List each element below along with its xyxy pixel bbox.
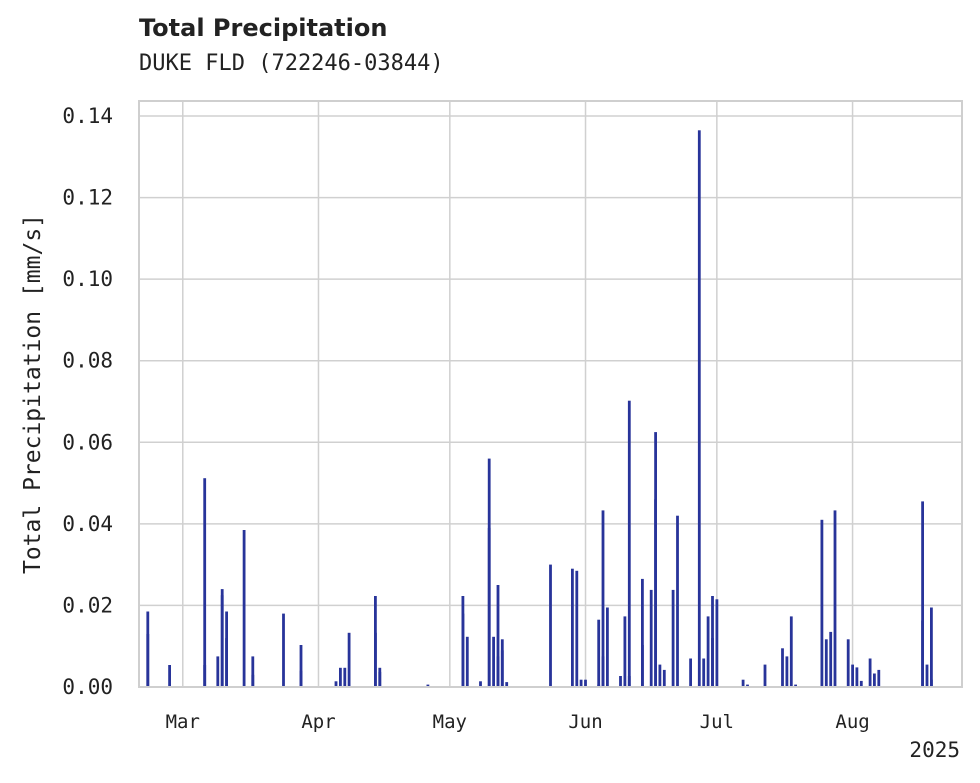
precip-bar bbox=[220, 589, 224, 687]
precip-bar bbox=[741, 679, 745, 687]
precip-bar bbox=[746, 684, 749, 687]
x-tick-label: Jun bbox=[568, 711, 602, 733]
precip-bar bbox=[549, 564, 552, 687]
precip-bar bbox=[689, 658, 692, 687]
grid-lines bbox=[139, 101, 962, 688]
precip-bar bbox=[763, 664, 767, 687]
precip-bar bbox=[168, 665, 171, 687]
precip-bar bbox=[251, 656, 255, 687]
year-label: 2025 bbox=[909, 738, 960, 762]
y-tick-label: 0.00 bbox=[62, 675, 113, 699]
x-tick-label: Jul bbox=[700, 711, 734, 733]
precip-bar bbox=[242, 530, 246, 687]
precip-bar bbox=[492, 636, 495, 687]
chart-subtitle: DUKE FLD (722246-03844) bbox=[139, 51, 444, 76]
precip-bar bbox=[711, 638, 714, 687]
precip-bar bbox=[575, 570, 579, 687]
precip-bar bbox=[479, 681, 482, 687]
precip-bar bbox=[623, 616, 627, 687]
precip-bar bbox=[851, 664, 854, 687]
x-tick-label: Apr bbox=[301, 711, 335, 733]
precip-bar bbox=[426, 684, 430, 687]
precip-bar bbox=[921, 620, 924, 687]
precip-bar bbox=[374, 596, 377, 687]
precip-bar bbox=[658, 664, 662, 687]
precip-bar bbox=[606, 607, 609, 687]
precip-bar bbox=[781, 648, 784, 687]
precip-bar bbox=[505, 682, 509, 687]
y-axis-label: Total Precipitation [mm/s] bbox=[20, 214, 46, 574]
precip-bar bbox=[676, 515, 679, 687]
precip-bar bbox=[930, 607, 933, 687]
precip-bar bbox=[571, 568, 574, 687]
precip-bar bbox=[347, 632, 351, 687]
x-tick-label: Aug bbox=[835, 711, 869, 733]
precip-bar bbox=[334, 681, 338, 687]
precip-bar bbox=[579, 679, 583, 687]
precip-bar bbox=[789, 616, 793, 687]
precip-bar bbox=[877, 669, 881, 687]
precip-bar bbox=[343, 667, 347, 687]
precip-bar bbox=[662, 669, 666, 687]
precip-bar bbox=[339, 667, 342, 687]
precip-bar bbox=[859, 680, 863, 687]
chart-title: Total Precipitation bbox=[139, 14, 388, 42]
precip-bar bbox=[794, 684, 797, 687]
precip-bar bbox=[627, 400, 631, 687]
precip-bar bbox=[833, 510, 837, 687]
precip-bar bbox=[465, 636, 469, 687]
precip-bar bbox=[225, 638, 228, 687]
precip-bar bbox=[487, 458, 491, 687]
precip-bar bbox=[785, 656, 789, 687]
precip-bar bbox=[829, 631, 833, 687]
precip-bar bbox=[378, 671, 382, 687]
precip-bar bbox=[203, 665, 207, 687]
precip-bar bbox=[921, 501, 924, 687]
precip-bar bbox=[873, 673, 876, 687]
precip-bar bbox=[641, 578, 644, 687]
precip-bar bbox=[820, 519, 824, 687]
x-tick-label: May bbox=[433, 711, 467, 733]
precip-bar bbox=[706, 616, 710, 687]
y-tick-labels: 0.00 0.02 0.04 0.06 0.08 0.10 0.12 0.14 bbox=[62, 104, 113, 699]
y-tick-label: 0.10 bbox=[62, 267, 113, 291]
bar-series bbox=[146, 130, 933, 688]
plot-frame bbox=[138, 100, 963, 688]
y-tick-label: 0.14 bbox=[62, 104, 113, 128]
precip-bar bbox=[496, 585, 500, 687]
y-tick-label: 0.08 bbox=[62, 349, 113, 373]
y-tick-label: 0.06 bbox=[62, 430, 113, 454]
x-tick-labels: Mar Apr May Jun Jul Aug bbox=[166, 711, 870, 733]
precip-bar bbox=[846, 639, 850, 687]
precip-bar bbox=[702, 658, 706, 687]
precip-bar bbox=[868, 658, 872, 687]
precip-bar bbox=[855, 667, 859, 687]
precip-bar bbox=[500, 650, 504, 687]
precip-bar bbox=[601, 510, 605, 687]
precip-bar bbox=[146, 634, 150, 687]
precip-bar bbox=[925, 664, 929, 687]
precip-bar bbox=[697, 130, 701, 688]
precip-bar bbox=[461, 596, 465, 687]
precip-bar bbox=[251, 674, 255, 687]
precip-bar bbox=[282, 613, 285, 687]
precip-bar bbox=[597, 619, 601, 687]
precip-bar bbox=[649, 589, 653, 687]
precip-bar bbox=[584, 679, 587, 687]
precip-bar bbox=[824, 639, 828, 687]
precip-bar bbox=[930, 679, 933, 687]
precip-bar bbox=[619, 676, 622, 687]
y-tick-label: 0.12 bbox=[62, 186, 113, 210]
y-tick-label: 0.02 bbox=[62, 593, 113, 617]
precip-bar bbox=[299, 645, 303, 687]
precip-bar bbox=[654, 499, 657, 687]
precip-bar bbox=[216, 656, 220, 687]
precip-bar bbox=[671, 589, 675, 687]
y-tick-label: 0.04 bbox=[62, 512, 113, 536]
x-tick-label: Mar bbox=[166, 711, 200, 733]
precip-bar bbox=[203, 478, 207, 687]
precip-bar bbox=[715, 599, 719, 687]
